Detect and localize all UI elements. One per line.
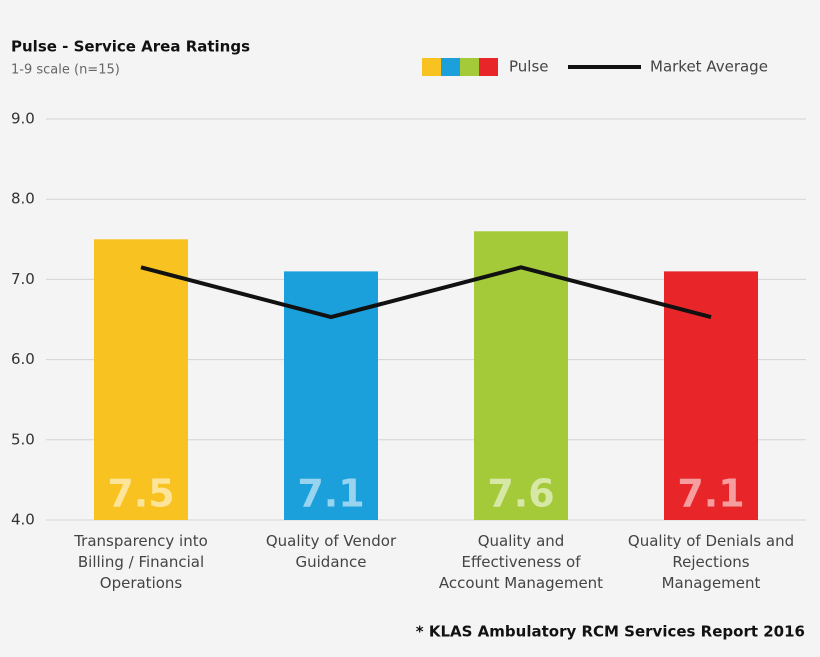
legend-label: Market Average [650, 58, 768, 76]
bar [284, 271, 378, 520]
legend-swatch [422, 58, 441, 76]
y-tick-label: 4.0 [11, 511, 35, 529]
legend-label: Pulse [509, 58, 549, 76]
y-tick-label: 6.0 [11, 350, 35, 368]
y-tick-label: 7.0 [11, 270, 35, 288]
footnote: * KLAS Ambulatory RCM Services Report 20… [416, 623, 805, 641]
bar [94, 239, 188, 521]
y-tick-label: 8.0 [11, 190, 35, 208]
legend-swatch [441, 58, 460, 76]
x-tick-label: Quality of Denials and Rejections Manage… [627, 532, 795, 592]
value-label: 7.1 [297, 472, 364, 516]
x-tick-label: Quality and Effectiveness of Account Man… [438, 532, 604, 592]
x-tick-label: Transparency into Billing / Financial Op… [74, 532, 208, 592]
chart-title: Pulse - Service Area Ratings [11, 38, 250, 56]
value-label: 7.5 [107, 472, 174, 516]
bar [664, 271, 758, 520]
value-label: 7.6 [487, 472, 554, 516]
x-tick-label: Quality of Vendor Guidance [265, 532, 397, 571]
bar [474, 231, 568, 520]
line [140, 265, 712, 320]
value-label: 7.1 [677, 472, 744, 516]
y-tick-label: 5.0 [11, 430, 35, 448]
y-tick-label: 9.0 [11, 110, 35, 128]
legend-swatch [460, 58, 479, 76]
chart-subtitle: 1-9 scale (n=15) [11, 63, 120, 78]
legend-swatch [479, 58, 498, 76]
